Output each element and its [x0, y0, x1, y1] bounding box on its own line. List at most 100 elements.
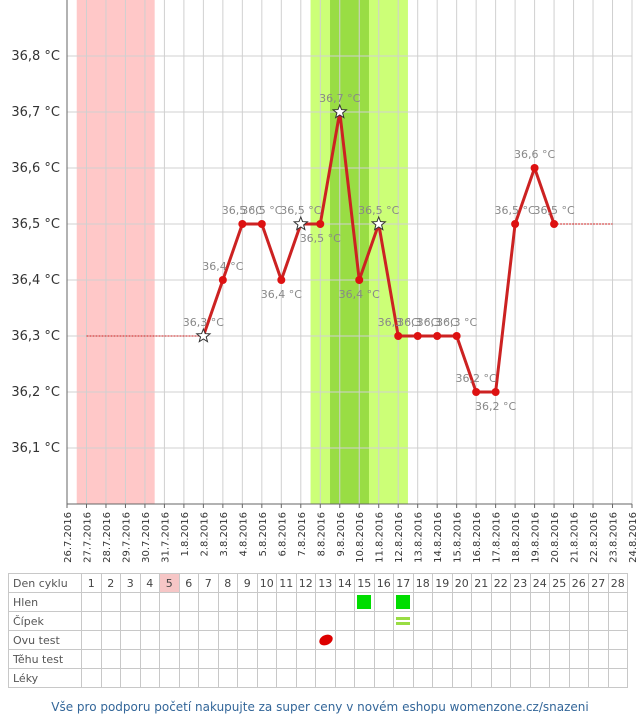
table-row: Den cyklu 1 2 3 4 5 6 7 8 9 10 11 12 13 14 15 16 17 18 19 20…	[8, 573, 628, 593]
table-cell	[159, 668, 180, 688]
table-cell	[81, 668, 102, 688]
table-cell	[568, 649, 589, 669]
table-cell	[588, 649, 609, 669]
table-cell	[510, 649, 531, 669]
table-cell	[315, 592, 336, 612]
table-cell	[568, 668, 589, 688]
star-point	[195, 327, 212, 343]
table-cell	[432, 592, 453, 612]
table-cell	[529, 592, 550, 612]
x-tick-label: 1.8.2016	[180, 512, 191, 557]
table-cell	[373, 592, 394, 612]
day-cell: 3	[120, 573, 141, 593]
day-cell: 4	[139, 573, 160, 593]
day-cell: 12	[295, 573, 316, 593]
data-label: 36,4 °C	[202, 260, 243, 273]
table-cell	[432, 611, 453, 631]
table-cell	[100, 649, 121, 669]
y-tick-label: 36,3 °C	[11, 329, 60, 344]
data-label: 36,4 °C	[339, 288, 380, 301]
table-cell	[432, 630, 453, 650]
data-point	[472, 388, 481, 396]
table-cell	[178, 611, 199, 631]
table-cell	[549, 592, 570, 612]
table-cell	[588, 668, 609, 688]
table-cell	[315, 649, 336, 669]
day-cell: 18	[412, 573, 433, 593]
marker	[396, 617, 410, 625]
table-cell	[217, 668, 238, 688]
table-cell	[529, 630, 550, 650]
table-cell	[549, 611, 570, 631]
x-tick-label: 7.8.2016	[297, 512, 308, 557]
y-tick-label: 36,6 °C	[11, 161, 60, 176]
table-cell	[393, 649, 414, 669]
x-tick-label: 16.8.2016	[472, 512, 483, 563]
table-cell	[100, 630, 121, 650]
data-label: 36,5 °C	[533, 204, 574, 217]
table-cell	[529, 611, 550, 631]
table-cell	[607, 630, 628, 650]
table-cell	[315, 611, 336, 631]
day-cell: 25	[549, 573, 570, 593]
table-cell	[256, 668, 277, 688]
day-cell: 21	[471, 573, 492, 593]
data-point	[257, 220, 266, 228]
x-tick-label: 3.8.2016	[219, 512, 230, 557]
table-cell	[81, 611, 102, 631]
y-tick-label: 36,7 °C	[11, 105, 60, 120]
table-cell	[549, 649, 570, 669]
x-tick-label: 22.8.2016	[589, 512, 600, 563]
data-point	[218, 276, 227, 284]
table-cell	[139, 592, 160, 612]
table-cell	[198, 668, 219, 688]
day-cell: 10	[256, 573, 277, 593]
table-cell	[334, 668, 355, 688]
day-cell: 6	[178, 573, 199, 593]
table-cell	[139, 630, 160, 650]
table-cell	[412, 668, 433, 688]
star-point	[370, 215, 387, 231]
data-point	[316, 220, 325, 228]
table-cell	[276, 630, 297, 650]
day-cell: 19	[432, 573, 453, 593]
table-cell	[412, 611, 433, 631]
table-cell	[315, 668, 336, 688]
row-label: Léky	[8, 668, 82, 688]
day-cell: 9	[237, 573, 258, 593]
x-tick-label: 20.8.2016	[550, 512, 561, 563]
table-cell	[471, 649, 492, 669]
x-tick-label: 30.7.2016	[141, 512, 152, 563]
table-cell	[120, 611, 141, 631]
day-cell: 16	[373, 573, 394, 593]
table-cell	[354, 592, 375, 612]
row-label: Hlen	[8, 592, 82, 612]
table-cell	[178, 592, 199, 612]
y-tick-label: 36,8 °C	[11, 49, 60, 64]
x-tick-label: 19.8.2016	[531, 512, 542, 563]
table-cell	[178, 630, 199, 650]
data-point	[530, 164, 539, 172]
x-tick-label: 8.8.2016	[316, 512, 327, 557]
data-label: 36,2 °C	[456, 372, 497, 385]
data-label: 36,5 °C	[241, 204, 282, 217]
table-cell	[334, 592, 355, 612]
table-cell	[588, 630, 609, 650]
day-cell: 23	[510, 573, 531, 593]
table-cell	[295, 668, 316, 688]
table-row: Ovu test	[8, 630, 628, 650]
table-cell	[295, 630, 316, 650]
x-tick-label: 31.7.2016	[160, 512, 171, 563]
table-cell	[354, 668, 375, 688]
day-cell: 14	[334, 573, 355, 593]
table-cell	[451, 611, 472, 631]
footer-link[interactable]: Vše pro podporu početí nakupujte za supe…	[51, 700, 589, 714]
table-cell	[451, 649, 472, 669]
table-cell	[217, 630, 238, 650]
x-tick-label: 29.7.2016	[121, 512, 132, 563]
table-cell	[256, 592, 277, 612]
table-cell	[568, 611, 589, 631]
day-cell: 27	[588, 573, 609, 593]
x-tick-label: 15.8.2016	[453, 512, 464, 563]
table-cell	[139, 649, 160, 669]
